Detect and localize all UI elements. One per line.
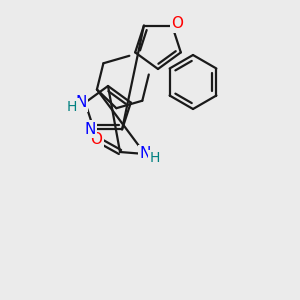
Text: N: N	[76, 95, 87, 110]
Text: H: H	[67, 100, 77, 114]
Text: O: O	[171, 16, 183, 31]
Text: N: N	[139, 146, 151, 161]
Text: O: O	[90, 133, 102, 148]
Text: H: H	[150, 151, 160, 165]
Text: N: N	[84, 122, 96, 137]
